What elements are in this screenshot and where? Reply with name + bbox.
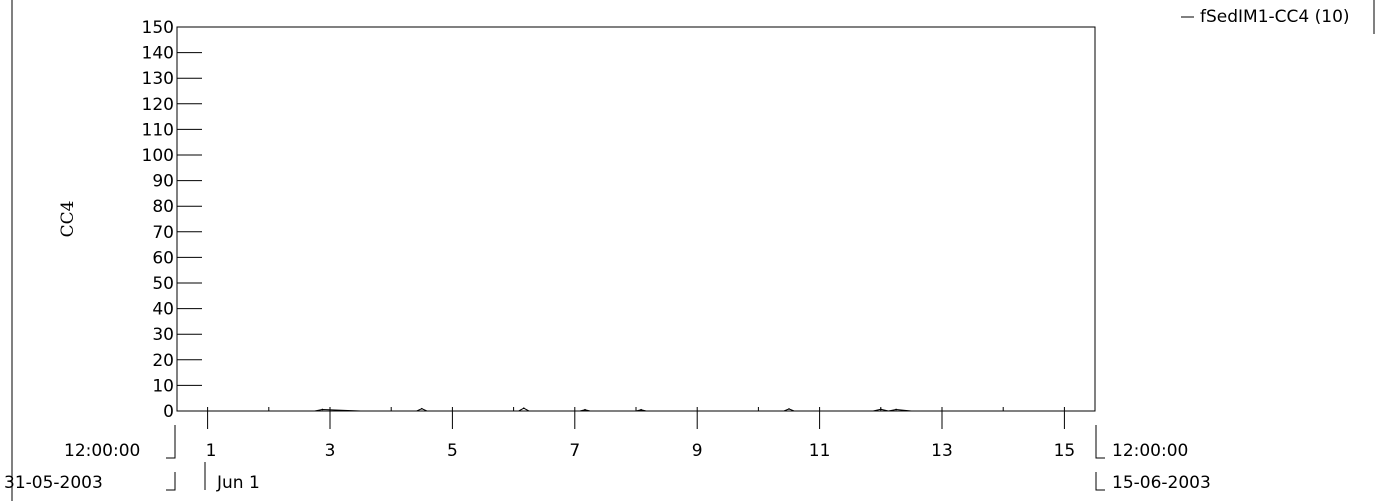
x-end-time: 12:00:00 xyxy=(1112,441,1188,461)
x-start-date-bracket xyxy=(166,472,176,491)
series-line xyxy=(314,407,912,412)
x-end-date-bracket xyxy=(1095,472,1105,491)
y-tick-label: 20 xyxy=(152,351,174,371)
x-range-start: 12:00:00 31-05-2003 xyxy=(4,425,176,493)
x-tick-label: 7 xyxy=(569,441,580,461)
y-tick-label: 110 xyxy=(142,120,174,140)
plot-frame xyxy=(176,26,1096,412)
legend-entry: fSedIM1-CC4 (10) xyxy=(1200,7,1350,27)
y-axis-label: CC4 xyxy=(58,201,78,238)
y-tick-label: 80 xyxy=(152,197,174,217)
x-start-date: 31-05-2003 xyxy=(4,473,103,493)
series-point xyxy=(321,408,324,411)
series-point xyxy=(640,408,642,411)
y-tick-label: 90 xyxy=(152,172,174,192)
x-end-bracket xyxy=(1095,425,1105,459)
y-tick-label: 140 xyxy=(142,44,174,64)
y-axis: 0 10 20 30 40 50 60 70 80 90 100 110 120 130 140 150 xyxy=(142,18,202,422)
series-point xyxy=(788,408,790,410)
series-layer xyxy=(314,407,912,412)
x-start-bracket xyxy=(166,425,176,459)
y-tick-label: 120 xyxy=(142,95,174,115)
series-point xyxy=(523,407,525,409)
y-tick-label: 50 xyxy=(152,274,174,294)
x-tick-label: 15 xyxy=(1054,441,1076,461)
legend: fSedIM1-CC4 (10) xyxy=(1181,0,1375,34)
month-label: Jun 1 xyxy=(216,473,260,493)
y-tick-label: 60 xyxy=(152,248,174,268)
series-point xyxy=(895,408,897,411)
x-tick-label: 11 xyxy=(809,441,831,461)
x-end-date: 15-06-2003 xyxy=(1112,473,1211,493)
x-tick-label: 9 xyxy=(692,441,703,461)
series-point xyxy=(584,408,586,411)
y-tick-label: 30 xyxy=(152,325,174,345)
x-start-time: 12:00:00 xyxy=(64,441,140,461)
series-point xyxy=(421,407,423,410)
y-tick-label: 130 xyxy=(142,69,174,89)
x-month-marker: Jun 1 xyxy=(204,462,260,493)
x-tick-label: 13 xyxy=(931,441,953,461)
x-range-end: 12:00:00 15-06-2003 xyxy=(1095,425,1211,493)
x-tick-label: 3 xyxy=(325,441,336,461)
series-point xyxy=(880,408,882,411)
x-tick-label: 1 xyxy=(206,441,217,461)
y-tick-label: 10 xyxy=(152,376,174,396)
y-tick-label: 150 xyxy=(142,18,174,38)
y-tick-label: 0 xyxy=(163,402,174,422)
x-tick-label: 5 xyxy=(447,441,458,461)
y-tick-label: 70 xyxy=(152,223,174,243)
x-axis: 1 3 5 7 9 11 13 15 xyxy=(206,407,1076,461)
y-tick-label: 40 xyxy=(152,300,174,320)
y-tick-label: 100 xyxy=(142,146,174,166)
